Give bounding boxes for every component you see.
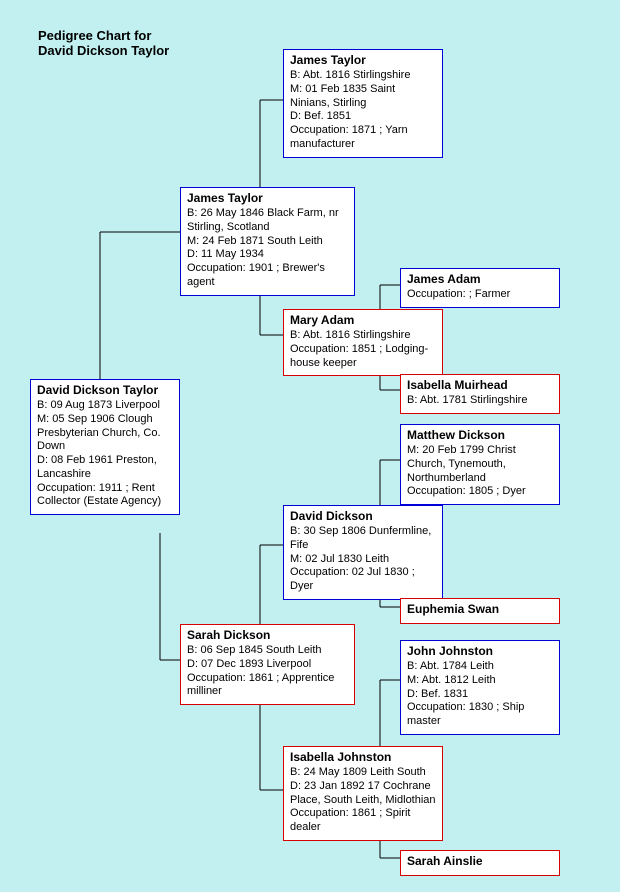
person-name: Sarah Ainslie <box>407 854 553 869</box>
person-detail: D: 23 Jan 1892 17 Cochrane Place, South … <box>290 780 436 808</box>
person-detail: Occupation: 1861 ; Apprentice milliner <box>187 672 348 700</box>
person-box-p10: Matthew DicksonM: 20 Feb 1799 Christ Chu… <box>400 424 560 505</box>
person-box-p5: Mary AdamB: Abt. 1816 StirlingshireOccup… <box>283 309 443 376</box>
person-name: James Taylor <box>187 191 348 206</box>
person-detail: Occupation: 1901 ; Brewer's agent <box>187 262 348 290</box>
person-detail: B: 09 Aug 1873 Liverpool <box>37 399 173 413</box>
person-detail: Occupation: ; Farmer <box>407 288 553 302</box>
person-detail: Occupation: 1911 ; Rent Collector (Estat… <box>37 482 173 510</box>
person-detail: D: 07 Dec 1893 Liverpool <box>187 658 348 672</box>
person-detail: D: 11 May 1934 <box>187 248 348 262</box>
person-detail: M: 02 Jul 1830 Leith <box>290 553 436 567</box>
person-detail: D: 08 Feb 1961 Preston, Lancashire <box>37 454 173 482</box>
person-name: Isabella Muirhead <box>407 378 553 393</box>
person-detail: B: Abt. 1816 Stirlingshire <box>290 329 436 343</box>
person-detail: Occupation: 1871 ; Yarn manufacturer <box>290 124 436 152</box>
person-detail: M: 01 Feb 1835 Saint Ninians, Stirling <box>290 83 436 111</box>
person-name: David Dickson <box>290 509 436 524</box>
person-box-p1: David Dickson TaylorB: 09 Aug 1873 Liver… <box>30 379 180 515</box>
person-detail: B: 06 Sep 1845 South Leith <box>187 644 348 658</box>
person-box-p13: Sarah Ainslie <box>400 850 560 876</box>
person-name: James Adam <box>407 272 553 287</box>
person-box-p8: James AdamOccupation: ; Farmer <box>400 268 560 308</box>
chart-title: Pedigree Chart for David Dickson Taylor <box>38 28 169 58</box>
person-box-p12: John JohnstonB: Abt. 1784 LeithM: Abt. 1… <box>400 640 560 735</box>
person-detail: Occupation: 1830 ; Ship master <box>407 701 553 729</box>
person-detail: M: 05 Sep 1906 Clough Presbyterian Churc… <box>37 413 173 454</box>
person-name: Mary Adam <box>290 313 436 328</box>
person-box-p3: Sarah DicksonB: 06 Sep 1845 South LeithD… <box>180 624 355 705</box>
person-detail: D: Bef. 1831 <box>407 688 553 702</box>
person-detail: D: Bef. 1851 <box>290 110 436 124</box>
person-detail: B: 26 May 1846 Black Farm, nr Stirling, … <box>187 207 348 235</box>
person-detail: M: 20 Feb 1799 Christ Church, Tynemouth,… <box>407 444 553 485</box>
pedigree-chart: Pedigree Chart for David Dickson Taylor … <box>0 0 620 892</box>
person-detail: Occupation: 1851 ; Lodging-house keeper <box>290 343 436 371</box>
person-name: James Taylor <box>290 53 436 68</box>
person-box-p9: Isabella MuirheadB: Abt. 1781 Stirlingsh… <box>400 374 560 414</box>
person-name: Isabella Johnston <box>290 750 436 765</box>
person-detail: M: 24 Feb 1871 South Leith <box>187 235 348 249</box>
person-box-p2: James TaylorB: 26 May 1846 Black Farm, n… <box>180 187 355 296</box>
person-detail: B: Abt. 1781 Stirlingshire <box>407 394 553 408</box>
person-detail: B: Abt. 1784 Leith <box>407 660 553 674</box>
person-name: Sarah Dickson <box>187 628 348 643</box>
person-name: Euphemia Swan <box>407 602 553 617</box>
person-name: John Johnston <box>407 644 553 659</box>
person-box-p4: James TaylorB: Abt. 1816 StirlingshireM:… <box>283 49 443 158</box>
person-box-p7: Isabella JohnstonB: 24 May 1809 Leith So… <box>283 746 443 841</box>
person-detail: B: Abt. 1816 Stirlingshire <box>290 69 436 83</box>
person-detail: B: 30 Sep 1806 Dunfermline, Fife <box>290 525 436 553</box>
person-detail: Occupation: 1805 ; Dyer <box>407 485 553 499</box>
person-name: Matthew Dickson <box>407 428 553 443</box>
person-box-p11: Euphemia Swan <box>400 598 560 624</box>
person-name: David Dickson Taylor <box>37 383 173 398</box>
person-detail: Occupation: 1861 ; Spirit dealer <box>290 807 436 835</box>
person-detail: Occupation: 02 Jul 1830 ; Dyer <box>290 566 436 594</box>
person-box-p6: David DicksonB: 30 Sep 1806 Dunfermline,… <box>283 505 443 600</box>
person-detail: M: Abt. 1812 Leith <box>407 674 553 688</box>
person-detail: B: 24 May 1809 Leith South <box>290 766 436 780</box>
